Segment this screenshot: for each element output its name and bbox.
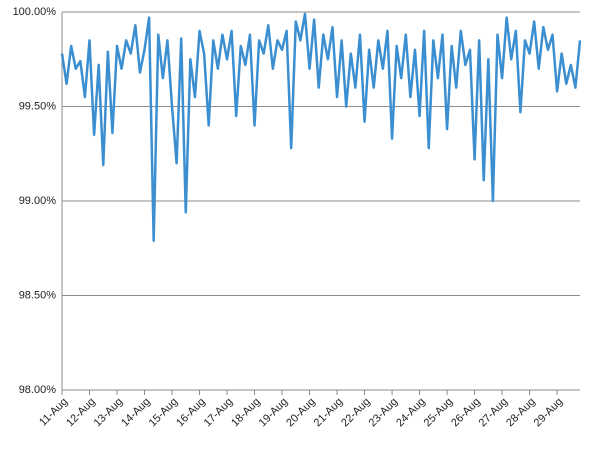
x-tick-label: 12-Aug [64,396,98,430]
y-tick-label: 98.50% [19,289,57,301]
x-tick-label: 17-Aug [202,396,236,430]
x-tick-label: 21-Aug [312,396,346,430]
x-tick-label: 16-Aug [174,396,208,430]
x-tick-label: 26-Aug [449,396,483,430]
y-tick-label: 100.00% [13,6,57,18]
data-line [60,12,582,242]
x-tick-label: 13-Aug [92,396,126,430]
x-tick-label: 18-Aug [229,396,263,430]
y-tick-label: 98.00% [19,384,57,396]
x-tick-label: 23-Aug [367,396,401,430]
x-tick-label: 27-Aug [477,396,511,430]
x-tick-label: 22-Aug [339,396,373,430]
x-tick-label: 24-Aug [394,396,428,430]
x-tick-label: 29-Aug [532,396,566,430]
y-tick-label: 99.00% [19,195,57,207]
x-tick-label: 25-Aug [422,396,456,430]
x-tick-label: 20-Aug [284,396,318,430]
x-tick-label: 15-Aug [147,396,181,430]
x-tick-label: 19-Aug [257,396,291,430]
y-tick-label: 99.50% [19,100,57,112]
x-tick-label: 11-Aug [37,396,70,429]
x-tick-label: 14-Aug [119,396,153,430]
x-tick-label: 28-Aug [504,396,538,430]
